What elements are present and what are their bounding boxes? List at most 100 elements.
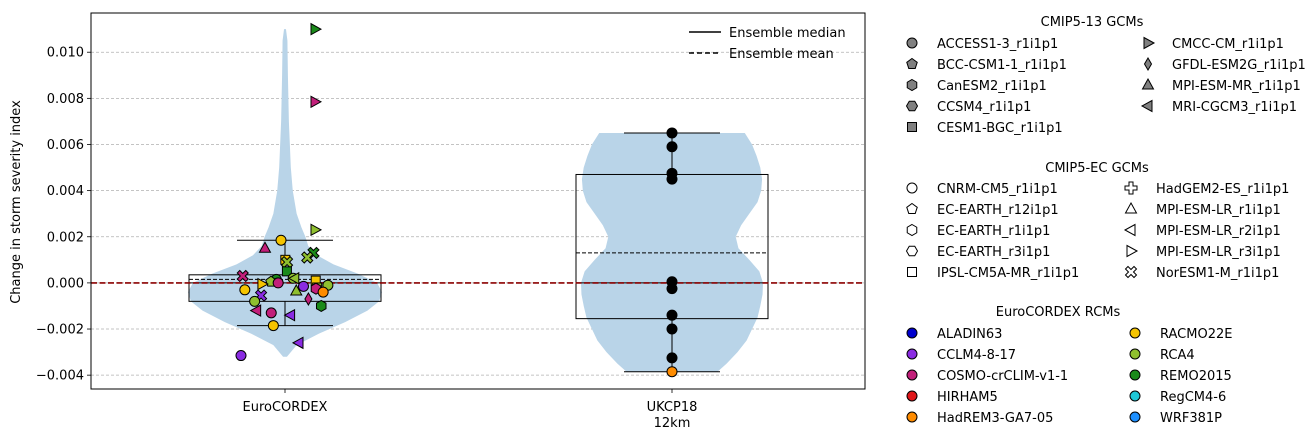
x-tick-label: UKCP18 bbox=[647, 400, 698, 415]
data-point bbox=[257, 277, 269, 291]
legend-marker bbox=[906, 202, 918, 214]
legend-marker bbox=[906, 327, 918, 339]
legend-label: RCA4 bbox=[1160, 348, 1195, 363]
y-tick-label: −0.004 bbox=[36, 369, 84, 384]
legend-marker bbox=[1124, 201, 1138, 214]
data-point bbox=[265, 307, 277, 319]
data-point bbox=[666, 352, 678, 364]
legend-label: MPI-ESM-LR_r1i1p1 bbox=[1156, 203, 1281, 218]
data-point bbox=[258, 241, 272, 253]
legend-marker bbox=[1129, 327, 1141, 339]
data-point bbox=[666, 283, 678, 295]
axes-frame bbox=[90, 12, 866, 390]
x-tick-label: EuroCORDEX bbox=[243, 400, 328, 415]
legend-line-label: Ensemble median bbox=[729, 26, 846, 41]
legend-marker bbox=[907, 267, 917, 277]
legend-marker bbox=[906, 390, 918, 402]
legend-line-label: Ensemble mean bbox=[729, 47, 834, 62]
legend-marker bbox=[1123, 223, 1136, 237]
legend-label: CCLM4-8-17 bbox=[937, 348, 1016, 363]
legend-label: CanESM2_r1i1p1 bbox=[937, 79, 1047, 94]
y-tick-label: 0.010 bbox=[47, 46, 84, 61]
legend-marker bbox=[905, 245, 919, 257]
data-point bbox=[287, 271, 300, 285]
data-point bbox=[310, 95, 323, 109]
legend-marker bbox=[1141, 77, 1155, 90]
legend-marker bbox=[1126, 244, 1139, 258]
y-tick-label: 0.002 bbox=[47, 230, 84, 245]
legend-label: HadGEM2-ES_r1i1p1 bbox=[1156, 182, 1289, 197]
y-axis: −0.004 −0.002 0.000 0.002 0.004 0.006 0.008 0.0… bbox=[36, 46, 91, 384]
data-point bbox=[236, 269, 249, 283]
data-point bbox=[315, 299, 327, 313]
legend-marker bbox=[906, 348, 918, 360]
y-tick-label: 0.004 bbox=[47, 184, 84, 199]
legend-label: ALADIN63 bbox=[937, 327, 1002, 342]
legend-label: REMO2015 bbox=[1160, 369, 1232, 384]
data-point bbox=[249, 304, 262, 317]
legend-label: CMCC-CM_r1i1p1 bbox=[1172, 37, 1284, 52]
y-tick-label: 0.006 bbox=[47, 138, 84, 153]
legend-marker bbox=[1124, 265, 1138, 279]
legend-rcms: ALADIN63 CCLM4-8-17 COSMO-crCLIM-v1-1 HIRHA… bbox=[906, 327, 1232, 426]
y-tick-label: 0.008 bbox=[47, 92, 84, 107]
legend-title-rcms: EuroCORDEX RCMs bbox=[996, 305, 1121, 320]
legend-label: CNRM-CM5_r1i1p1 bbox=[937, 182, 1058, 197]
legend-marker bbox=[1129, 390, 1141, 402]
y-tick-label: 0.000 bbox=[47, 276, 84, 291]
y-axis-label: Change in storm severity index bbox=[9, 100, 24, 304]
legend-marker bbox=[905, 100, 919, 112]
legend-title-cmip5-ec: CMIP5-EC GCMs bbox=[1045, 161, 1149, 176]
legend-marker bbox=[906, 411, 918, 423]
data-point bbox=[666, 366, 678, 378]
y-tick-label: −0.002 bbox=[36, 323, 84, 338]
legend-label: MPI-ESM-LR_r3i1p1 bbox=[1156, 245, 1281, 260]
legend-label: CESM1-BGC_r1i1p1 bbox=[937, 121, 1063, 136]
legend-label: WRF381P bbox=[1160, 411, 1222, 426]
legend-marker bbox=[1140, 99, 1153, 113]
legend-marker bbox=[1143, 36, 1156, 50]
legend-marker bbox=[906, 223, 918, 237]
data-point bbox=[666, 127, 678, 139]
data-point bbox=[272, 277, 284, 289]
legend-title-cmip5-13: CMIP5-13 GCMs bbox=[1041, 15, 1144, 30]
legend-label: BCC-CSM1-1_r1i1p1 bbox=[937, 58, 1067, 73]
legend-label: GFDL-ESM2G_r1i1p1 bbox=[1172, 58, 1306, 73]
data-point bbox=[283, 308, 296, 322]
legend-label: RegCM4-6 bbox=[1160, 390, 1226, 405]
legend-marker bbox=[906, 78, 918, 92]
plot-area: −0.004 −0.002 0.000 0.002 0.004 0.006 0.008 0.0… bbox=[9, 12, 866, 431]
legend-cmip5-13: ACCESS1-3_r1i1p1 BCC-CSM1-1_r1i1p1 CanESM2… bbox=[905, 36, 1306, 136]
data-point bbox=[304, 292, 313, 307]
legend-label: EC-EARTH_r1i1p1 bbox=[937, 224, 1050, 239]
legend-marker bbox=[906, 57, 918, 69]
legend-label: MRI-CGCM3_r1i1p1 bbox=[1172, 100, 1297, 115]
legend-marker bbox=[907, 122, 917, 132]
legend-marker bbox=[1129, 369, 1141, 381]
data-point bbox=[666, 323, 678, 335]
legend-label: COSMO-crCLIM-v1-1 bbox=[937, 369, 1068, 384]
legend-marker bbox=[1129, 411, 1141, 423]
data-point bbox=[281, 266, 292, 277]
legend-label: CCSM4_r1i1p1 bbox=[937, 100, 1031, 115]
data-point bbox=[289, 283, 303, 296]
legend-marker bbox=[906, 182, 918, 194]
data-point bbox=[310, 22, 323, 36]
data-point bbox=[301, 251, 314, 264]
data-point bbox=[291, 336, 304, 350]
legend-cmip5-ec: CNRM-CM5_r1i1p1 EC-EARTH_r12i1p1 EC-EARTH_… bbox=[905, 181, 1289, 281]
data-point bbox=[310, 223, 323, 237]
legend-label: IPSL-CM5A-MR_r1i1p1 bbox=[937, 266, 1079, 281]
data-point bbox=[317, 286, 329, 298]
violin-1 bbox=[581, 132, 763, 372]
legend-marker bbox=[1124, 181, 1138, 195]
data-point bbox=[666, 309, 678, 321]
data-point bbox=[249, 295, 261, 307]
data-point bbox=[666, 141, 678, 153]
legend-marker bbox=[1143, 57, 1153, 71]
data-point bbox=[297, 280, 309, 292]
line-legend: Ensemble median Ensemble mean bbox=[689, 26, 846, 62]
legend-label: ACCESS1-3_r1i1p1 bbox=[937, 37, 1058, 52]
